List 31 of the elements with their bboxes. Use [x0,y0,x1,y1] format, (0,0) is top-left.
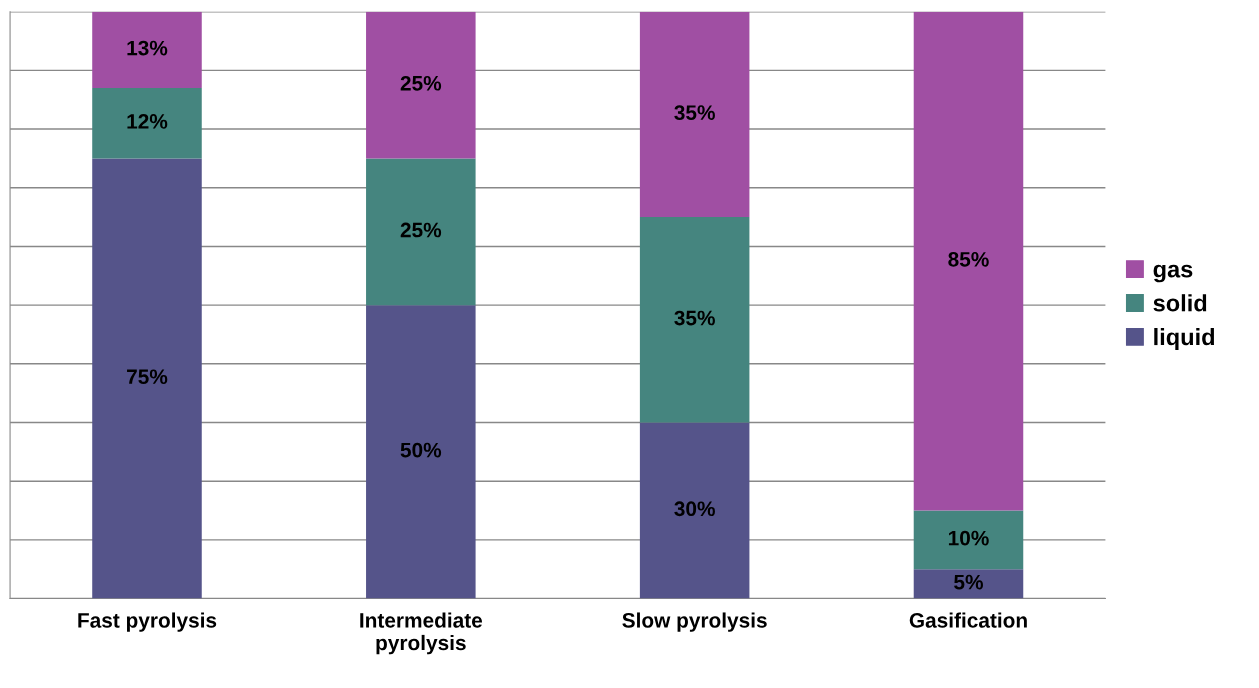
bar [366,11,476,159]
bar [92,87,202,159]
data-label: 50% [400,442,442,458]
bar [366,158,476,306]
bar [639,217,750,423]
bar [92,158,202,599]
data-label: 10% [948,530,989,546]
bar [639,11,750,218]
data-label: 5% [954,574,983,590]
legend-label: gas [1153,264,1193,283]
data-label: 25% [400,222,442,238]
bar [913,510,1024,570]
bar [366,305,476,599]
x-tick-label: Intermediate pyrolysis [360,612,483,655]
bar [913,11,1024,511]
bar [92,11,202,88]
data-label: 13% [127,40,168,56]
data-label: 35% [674,310,715,326]
x-tick-label: Slow pyrolysis [622,612,767,632]
data-label: 75% [127,369,168,385]
x-tick-label: Gasification [909,612,1027,628]
data-label: 85% [948,251,989,267]
legend-label: liquid [1154,327,1215,350]
x-tick-label: Fast pyrolysis [78,612,217,632]
data-label: 30% [674,501,715,517]
legend-label: solid [1153,294,1207,312]
bar [639,422,750,599]
bar [913,569,1024,599]
data-label: 25% [400,75,442,91]
data-label: 12% [127,114,168,129]
data-label: 35% [674,105,715,121]
